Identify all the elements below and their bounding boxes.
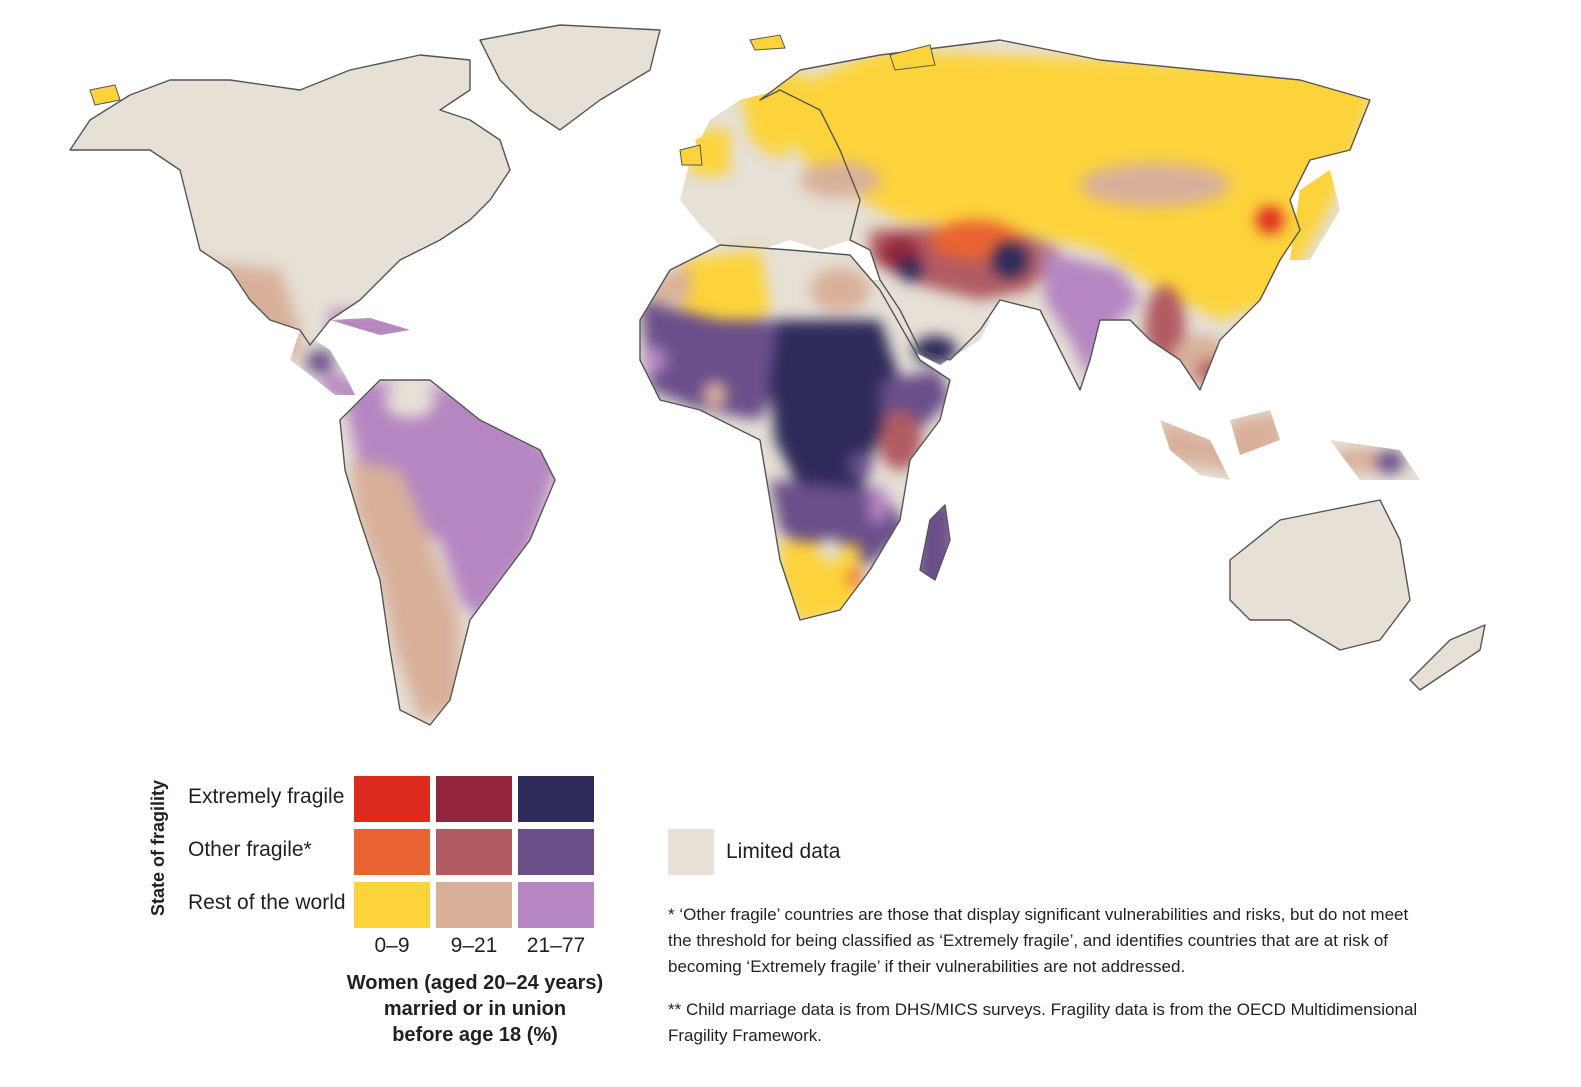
- legend-swatch-limited-data: [668, 829, 714, 875]
- legend-swatch-rest-9-21: [436, 882, 512, 928]
- legend-swatch-extreme-0-9: [354, 776, 430, 822]
- legend-vertical-title: State of fragility: [148, 779, 168, 917]
- legend-column-label-21-77: 21–77: [526, 934, 586, 957]
- legend-label-limited-data: Limited data: [726, 840, 841, 863]
- legend-swatch-rest-0-9: [354, 882, 430, 928]
- legend-horizontal-title-line-1: Women (aged 20–24 years): [346, 972, 604, 994]
- legend-column-label-9-21: 9–21: [450, 934, 498, 957]
- world-map: [69, 24, 1486, 726]
- legend-row-label-extremely-fragile: Extremely fragile: [188, 785, 345, 808]
- legend-swatch-other-21-77: [518, 829, 594, 875]
- legend-swatch-other-9-21: [436, 829, 512, 875]
- footnote-data-sources: ** Child marriage data is from DHS/MICS …: [668, 1000, 1418, 1045]
- legend-horizontal-title: Women (aged 20–24 years) married or in u…: [335, 970, 615, 1048]
- legend-swatch-extreme-9-21: [436, 776, 512, 822]
- legend-row-label-rest-of-world: Rest of the world: [188, 891, 346, 914]
- legend-row-label-other-fragile: Other fragile*: [188, 838, 312, 861]
- legend-horizontal-title-line-2: married or in union: [383, 998, 567, 1020]
- footnote-other-fragile: * ‘Other fragile’ countries are those th…: [668, 905, 1409, 976]
- legend-swatch-extreme-21-77: [518, 776, 594, 822]
- legend-swatch-other-0-9: [354, 829, 430, 875]
- legend-column-label-0-9: 0–9: [374, 934, 410, 957]
- legend-swatch-rest-21-77: [518, 882, 594, 928]
- legend-horizontal-title-line-3: before age 18 (%): [392, 1024, 558, 1046]
